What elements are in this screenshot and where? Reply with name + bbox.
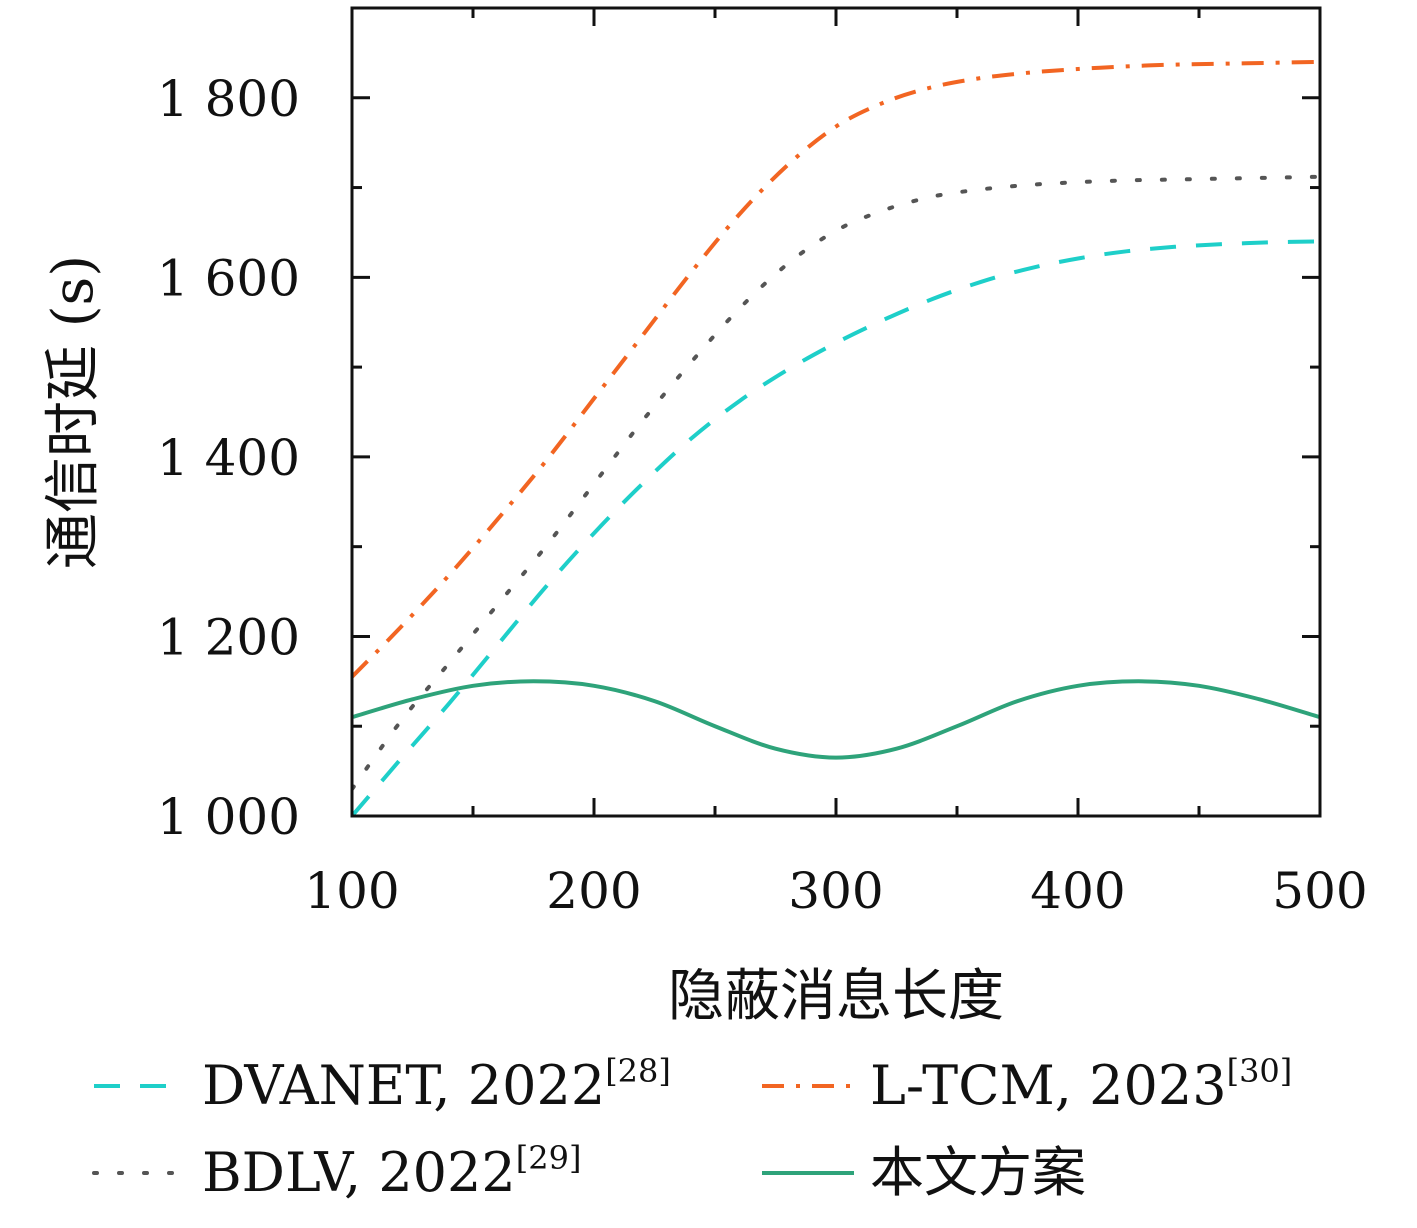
legend-name: L-TCM, 2023 bbox=[870, 1054, 1227, 1117]
series-line-1 bbox=[352, 174, 1320, 792]
y-tick-label: 1 400 bbox=[157, 429, 300, 487]
legend-label-3: 本文方案 bbox=[870, 1141, 1086, 1204]
legend-name: DVANET, 2022 bbox=[202, 1054, 605, 1117]
x-tick-label: 500 bbox=[1272, 862, 1367, 920]
legend-name: BDLV, 2022 bbox=[202, 1141, 516, 1204]
x-tick-label: 400 bbox=[1030, 862, 1125, 920]
legend-label-1: BDLV, 2022[29] bbox=[202, 1139, 581, 1204]
y-tick-label: 1 200 bbox=[157, 608, 300, 666]
series-line-2 bbox=[352, 59, 1320, 679]
x-axis-title: 隐蔽消息长度 bbox=[668, 964, 1004, 1029]
series-layer bbox=[352, 59, 1320, 816]
x-tick-label: 200 bbox=[546, 862, 641, 920]
series-line-3 bbox=[352, 679, 1320, 760]
legend: DVANET, 2022[28] L-TCM, 2023[30] BDLV, 202… bbox=[92, 1052, 1292, 1204]
y-axis-title: 通信时延 (s) bbox=[41, 255, 106, 569]
legend-ref: [28] bbox=[605, 1052, 671, 1090]
legend-label-2: L-TCM, 2023[30] bbox=[870, 1052, 1292, 1117]
legend-ref: [30] bbox=[1227, 1052, 1293, 1090]
x-tick-label: 100 bbox=[304, 862, 399, 920]
y-tick-label: 1 600 bbox=[157, 249, 300, 307]
ticks-layer bbox=[350, 6, 1322, 818]
x-tick-label: 300 bbox=[788, 862, 883, 920]
tick-labels-layer: 100 200 300 400 500 1 000 1 200 1 400 1 600 1 800 bbox=[157, 70, 1368, 920]
series-line-0 bbox=[352, 239, 1320, 816]
y-tick-label: 1 800 bbox=[157, 70, 300, 128]
legend-name: 本文方案 bbox=[870, 1141, 1086, 1204]
legend-ref: [29] bbox=[516, 1139, 582, 1177]
legend-label-0: DVANET, 2022[28] bbox=[202, 1052, 671, 1117]
y-tick-label: 1 000 bbox=[157, 788, 300, 846]
plot-frame bbox=[350, 6, 1322, 818]
